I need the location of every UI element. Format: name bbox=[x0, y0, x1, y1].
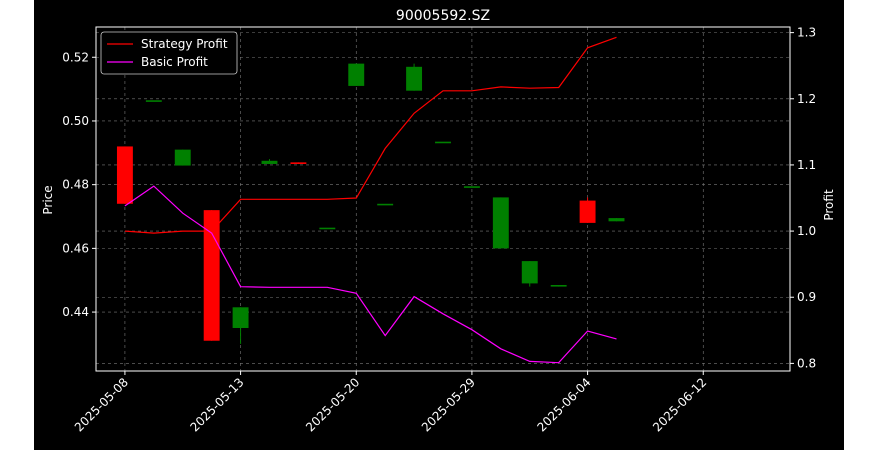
candle-body bbox=[521, 261, 538, 284]
candle-body bbox=[261, 160, 278, 164]
basic-profit-line bbox=[124, 185, 617, 364]
candle-body bbox=[377, 203, 394, 206]
candle bbox=[463, 186, 480, 188]
right-y-tick-label: 0.8 bbox=[797, 356, 816, 370]
candle-body bbox=[550, 285, 567, 287]
left-y-tick-label: 0.46 bbox=[62, 241, 89, 255]
candle-body bbox=[492, 197, 509, 249]
legend-strategy-label: Strategy Profit bbox=[141, 37, 228, 51]
right-y-axis-label: Profit bbox=[822, 189, 836, 221]
legend-basic-label: Basic Profit bbox=[141, 55, 208, 69]
candle bbox=[492, 197, 509, 249]
chart-background bbox=[34, 0, 844, 450]
candle-body bbox=[145, 100, 162, 102]
left-y-tick-label: 0.52 bbox=[62, 50, 89, 64]
candle bbox=[290, 162, 307, 164]
candle-body bbox=[435, 141, 451, 144]
candle bbox=[608, 218, 625, 222]
candle-body bbox=[579, 200, 596, 223]
left-y-tick-label: 0.50 bbox=[62, 114, 89, 128]
strategy-profit-line bbox=[124, 36, 617, 234]
candle-body bbox=[174, 149, 191, 166]
left-y-axis-label: Price bbox=[41, 185, 55, 214]
candle bbox=[435, 141, 451, 144]
candle bbox=[174, 149, 191, 166]
candle bbox=[550, 285, 567, 287]
candle bbox=[319, 227, 336, 230]
candle bbox=[579, 197, 596, 223]
candle bbox=[521, 261, 538, 287]
candle bbox=[406, 63, 423, 91]
left-y-tick-label: 0.48 bbox=[62, 178, 89, 192]
right-y-tick-label: 0.9 bbox=[797, 290, 816, 304]
candle-body bbox=[319, 227, 336, 230]
left-y-tick-label: 0.44 bbox=[62, 305, 89, 319]
candle-body bbox=[348, 63, 365, 86]
right-y-tick-label: 1.0 bbox=[797, 224, 816, 238]
candle-body bbox=[203, 210, 220, 341]
candle bbox=[232, 307, 249, 344]
chart-title: 90005592.SZ bbox=[396, 8, 490, 24]
candle-body bbox=[463, 186, 480, 188]
plot-frame bbox=[95, 26, 791, 372]
candle bbox=[348, 63, 365, 86]
candle bbox=[116, 146, 133, 204]
candle bbox=[261, 159, 278, 164]
candle-body bbox=[116, 146, 133, 204]
right-y-tick-label: 1.3 bbox=[797, 26, 816, 40]
right-y-tick-label: 1.2 bbox=[797, 92, 816, 106]
candle-body bbox=[608, 218, 625, 222]
candle-body bbox=[290, 162, 307, 164]
candle-layer bbox=[116, 63, 625, 344]
candle-body bbox=[406, 66, 423, 91]
candle bbox=[377, 203, 394, 206]
legend-box bbox=[100, 31, 238, 75]
candle-body bbox=[232, 307, 249, 328]
legend: Strategy Profit Basic Profit bbox=[100, 31, 238, 75]
candle bbox=[203, 210, 220, 341]
profit-line-layer bbox=[124, 36, 617, 364]
right-y-tick-label: 1.1 bbox=[797, 158, 816, 172]
candle bbox=[145, 100, 162, 102]
